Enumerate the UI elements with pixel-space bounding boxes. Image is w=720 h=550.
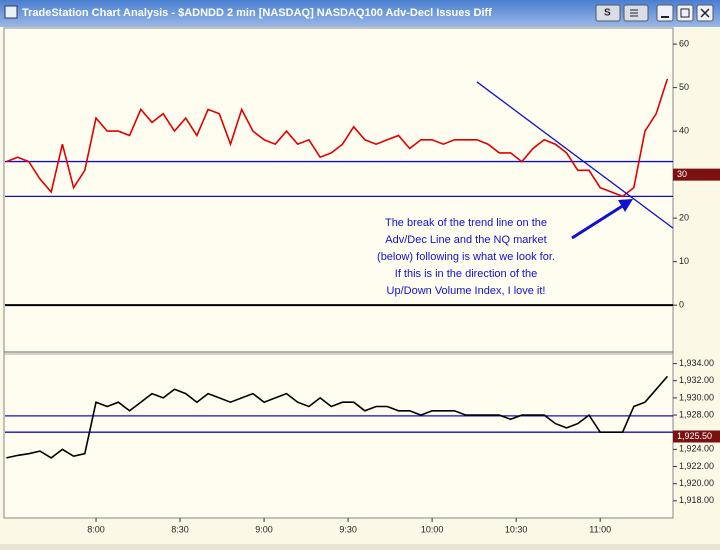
y-tick-label: 10 [679,256,689,266]
y-tick-label: 1,924.00 [679,444,714,454]
s-button[interactable] [595,4,621,22]
annotation-text: Up/Down Volume Index, I love it! [387,285,546,297]
trend-line [476,81,674,229]
y-tick-label: 1,922.00 [679,461,714,471]
status-strip [0,544,720,550]
app-icon [4,5,18,19]
annotation-arrow [571,203,625,240]
maximize-icon [680,8,690,18]
window-title: TradeStation Chart Analysis - $ADNDD 2 m… [22,7,492,19]
y-tick-label: 20 [679,213,689,223]
data-line [6,375,669,459]
price-marker [673,430,720,443]
plot-frame [3,27,674,519]
minimize-button[interactable] [656,4,674,22]
x-tick-label: 8:30 [171,524,189,534]
x-tick-label: 10:30 [505,524,528,534]
y-tick-label: 40 [679,126,689,136]
x-tick-label: 8:00 [87,524,105,534]
maximize-button[interactable] [676,4,694,22]
x-tick-label: 11:00 [589,524,611,534]
y-tick-label: 0 [679,300,684,310]
y-tick-label: 1,920.00 [679,478,714,488]
annotation-text: If this is in the direction of the [395,268,537,280]
y-tick-label: 60 [679,38,689,48]
y-tick-label: 1,930.00 [679,392,714,402]
x-tick-label: 10:00 [421,524,444,534]
annotation-text: The break of the trend line on the [385,217,547,229]
close-icon [700,8,710,18]
data-line [6,78,669,198]
y-tick-label: 1,928.00 [679,409,714,419]
s-button-label[interactable]: S [604,8,611,19]
price-marker [673,168,720,181]
arrow-head [618,199,633,212]
x-tick-label: 9:00 [255,524,273,534]
y-tick-label: 50 [679,82,689,92]
menu-icon [630,9,638,17]
annotation-text: Adv/Dec Line and the NQ market [385,234,546,246]
annotation-text: (below) following is what we look for. [377,251,555,263]
y-tick-label: 1,932.00 [679,375,714,385]
x-tick-label: 9:30 [339,524,357,534]
y-tick-label: 1,934.00 [679,358,714,368]
price-marker-label: 1,925.50 [677,431,712,441]
price-marker-label: 30 [677,169,687,179]
y-tick-label: 1,918.00 [679,495,714,505]
